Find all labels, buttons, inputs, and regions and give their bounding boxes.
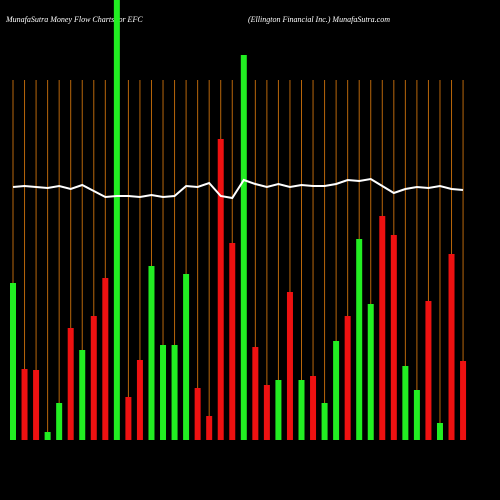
bar xyxy=(379,216,386,440)
bar xyxy=(275,380,282,440)
bar xyxy=(79,350,86,440)
bar xyxy=(102,278,109,440)
bar xyxy=(436,423,443,440)
bar xyxy=(206,416,213,440)
bar xyxy=(240,55,247,440)
bar xyxy=(263,385,270,440)
bar xyxy=(10,283,16,440)
bar xyxy=(136,360,143,440)
bar xyxy=(390,235,397,440)
bar xyxy=(148,266,155,440)
bar xyxy=(194,388,201,440)
bar xyxy=(125,397,132,440)
bar xyxy=(171,345,178,440)
bar xyxy=(183,274,190,440)
bar xyxy=(402,366,409,440)
bar xyxy=(367,304,374,440)
bar xyxy=(160,345,167,440)
bar xyxy=(298,380,305,440)
chart-title: MunafaSutra Money Flow Charts for EFC xyxy=(5,15,143,24)
bar xyxy=(90,316,97,440)
line xyxy=(12,177,464,200)
bar xyxy=(56,403,63,440)
bar xyxy=(286,292,293,440)
bar xyxy=(310,376,317,440)
bar xyxy=(448,254,455,440)
bar xyxy=(344,316,351,440)
bar xyxy=(67,328,74,440)
bar xyxy=(333,341,340,440)
bar xyxy=(413,390,420,440)
bar xyxy=(356,239,363,440)
bar xyxy=(113,0,120,440)
bar xyxy=(21,369,28,440)
bar xyxy=(217,139,224,440)
bar xyxy=(321,403,328,440)
bar xyxy=(425,301,432,440)
bar xyxy=(229,243,236,440)
chart-subtitle: (Ellington Financial Inc.) MunafaSutra.c… xyxy=(248,15,390,24)
bar xyxy=(252,347,259,440)
bar xyxy=(33,370,40,440)
bar xyxy=(460,361,467,440)
bar xyxy=(44,432,51,440)
